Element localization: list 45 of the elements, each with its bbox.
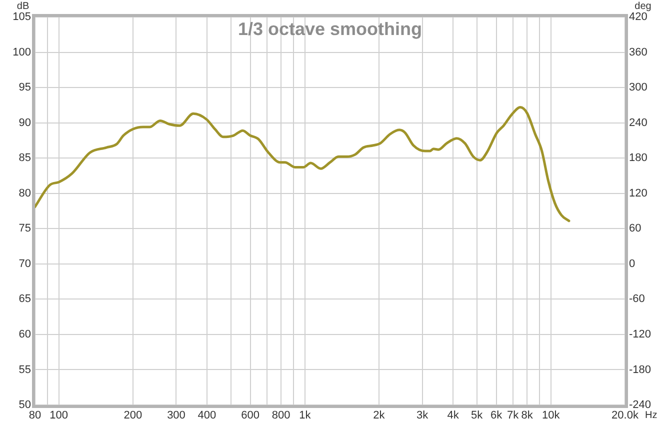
y2-tick-label: -120 (629, 328, 652, 340)
y-tick-label: 60 (18, 328, 31, 340)
y2-tick-label: 420 (629, 11, 648, 24)
y2-tick-label: 0 (629, 258, 636, 270)
y-tick-label: 50 (18, 399, 31, 412)
x-tick-label: 6k (490, 410, 503, 422)
x-tick-label: 1k (299, 410, 312, 422)
x-tick-label: 5k (471, 410, 484, 422)
x-tick-label: 80 (28, 410, 42, 422)
x-tick-label: 10k (542, 410, 560, 422)
x-tick-label: 3k (416, 410, 429, 422)
x-tick-label: 7k (507, 410, 520, 422)
x-tick-label: 2k (373, 410, 386, 422)
y-tick-label: 95 (18, 82, 31, 94)
y2-tick-label: -60 (629, 293, 645, 306)
y2-tick-label: 60 (629, 222, 642, 235)
x-tick-label: 200 (124, 410, 142, 422)
y2-tick-label: 180 (629, 152, 648, 164)
y-tick-label: 65 (18, 293, 31, 306)
x-tick-label: 100 (50, 410, 68, 422)
y2-tick-label: 360 (629, 46, 648, 58)
x-tick-label: 600 (241, 410, 260, 422)
y2-tick-label: -240 (629, 399, 652, 412)
y-tick-label: 70 (18, 258, 31, 270)
y-tick-label: 55 (18, 364, 31, 376)
y2-axis-title: deg (634, 0, 652, 12)
x-tick-label: 4k (447, 410, 460, 422)
x-tick-label: 800 (272, 410, 290, 422)
y2-tick-label: -180 (629, 364, 652, 376)
y2-tick-label: 120 (629, 187, 648, 200)
x-tick-label: 20.0k (612, 410, 639, 422)
x-tick-label: 400 (198, 410, 216, 422)
x-tick-label: 8k (521, 410, 534, 422)
y-tick-label: 100 (12, 46, 31, 58)
x-tick-label: 300 (167, 410, 186, 422)
y2-tick-label: 240 (629, 116, 648, 129)
y-tick-label: 105 (12, 11, 31, 24)
y2-tick-label: 300 (629, 82, 648, 94)
y-tick-label: 90 (18, 116, 31, 129)
y-axis-title: dB (16, 0, 30, 12)
y-tick-label: 75 (18, 222, 31, 235)
y-tick-label: 80 (18, 187, 31, 200)
chart-title: 1/3 octave smoothing (238, 18, 422, 39)
y-tick-label: 85 (18, 152, 31, 164)
x-axis-title: Hz (645, 410, 658, 421)
